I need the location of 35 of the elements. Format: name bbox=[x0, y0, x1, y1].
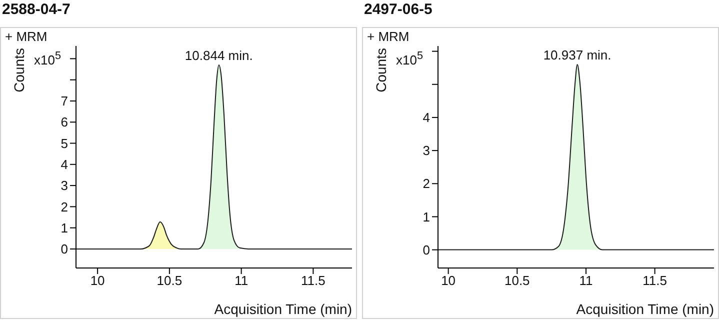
y-tick-label: 6 bbox=[60, 114, 68, 130]
annotation: 10.844 min. bbox=[184, 48, 253, 64]
x-tick-label: 10.5 bbox=[156, 273, 182, 288]
annotation: 10.937 min. bbox=[543, 48, 612, 63]
y-axis-title: Counts bbox=[373, 48, 389, 92]
y-tick-label: 5 bbox=[60, 136, 68, 151]
y-tick-label: 4 bbox=[422, 110, 430, 126]
y-tick-label: 4 bbox=[60, 157, 68, 172]
x-tick-label: 10.5 bbox=[504, 273, 530, 288]
text: x10$^{5}$ bbox=[34, 50, 61, 68]
x-tick-label: 10 bbox=[90, 273, 105, 288]
y-tick-label: 1 bbox=[422, 209, 430, 224]
x-tick-label: 11 bbox=[234, 273, 248, 288]
chart-title: 2588-04-7 bbox=[2, 1, 70, 18]
text: + MRM bbox=[367, 29, 410, 44]
x-tick-label: 10 bbox=[441, 273, 456, 288]
y-axis-title: Counts bbox=[11, 48, 27, 92]
y-tick-label: 3 bbox=[422, 143, 430, 158]
text: + MRM bbox=[5, 29, 48, 44]
line-series bbox=[76, 64, 352, 250]
x-axis-title: Acquisition Time (min) bbox=[214, 301, 352, 317]
x-tick-label: 11 bbox=[579, 273, 593, 288]
text: x10$^{5}$ bbox=[396, 50, 423, 68]
y-tick-label: 2 bbox=[422, 176, 430, 192]
x-tick-label: 11.5 bbox=[642, 273, 667, 288]
y-tick-label: 1 bbox=[60, 220, 68, 236]
y-tick-label: 7 bbox=[60, 94, 68, 109]
y-tick-label: 0 bbox=[422, 242, 430, 258]
chart-title: 2497-06-5 bbox=[364, 1, 432, 18]
y-tick-label: 3 bbox=[60, 178, 68, 194]
line-series bbox=[438, 64, 714, 250]
x-axis-title: Acquisition Time (min) bbox=[576, 301, 714, 317]
x-tick-label: 11.5 bbox=[301, 273, 326, 288]
y-tick-label: 0 bbox=[60, 242, 68, 257]
y-tick-label: 2 bbox=[60, 199, 68, 214]
